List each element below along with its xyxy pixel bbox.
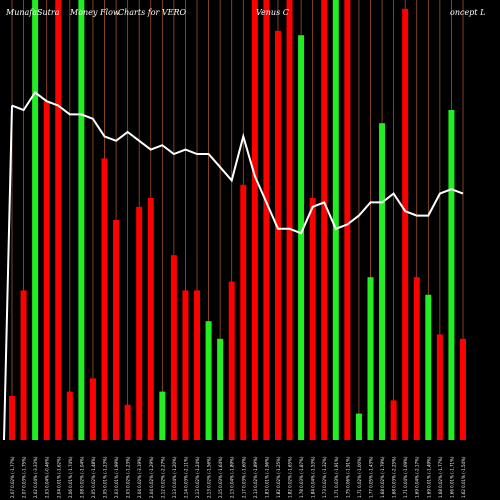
x-tick-label: 2.03 0.04% (-0.46%) <box>45 456 50 498</box>
bar <box>425 294 432 440</box>
x-tick-label: 1.82 0.02% (-1.65%) <box>288 456 293 498</box>
x-tick-label: 2.04 0.02% (-3.19%) <box>137 456 142 498</box>
title-part-1: MunafaSutra <box>6 8 60 17</box>
x-tick-label: 2.07 0.02% (-1.77%) <box>10 456 15 498</box>
bar <box>355 413 362 440</box>
bar <box>89 378 96 440</box>
x-tick-label: 1.68 0.02% (-1.77%) <box>438 456 443 498</box>
x-tick-label: 2.04 0.01% (-1.62%) <box>56 456 61 498</box>
bar <box>20 290 27 440</box>
bar <box>263 0 270 440</box>
title-part-3: Charts for VERO <box>118 8 187 17</box>
bar <box>32 0 39 440</box>
bar <box>55 0 62 440</box>
x-tick-label: 2.08 0.02% (-1.04%) <box>79 456 84 498</box>
x-tick-label: 2.15 0.03% (-1.64%) <box>218 456 223 498</box>
x-tick-label: 1.68 0.03% (-2.25%) <box>392 456 397 498</box>
bar <box>298 35 305 440</box>
bar <box>367 277 374 440</box>
bar <box>286 0 293 440</box>
x-tick-label: 1.77 0.05% (-1.43%) <box>368 456 373 498</box>
bar <box>436 334 443 440</box>
bar <box>274 30 281 441</box>
bar <box>66 391 73 440</box>
price-line-start <box>3 105 13 441</box>
x-tick-label: 2.14 0.03% (-2.11%) <box>183 456 188 498</box>
x-tick-label: 2.13 0.04% (-1.20%) <box>172 456 177 498</box>
x-tick-label: 1.62 0.01% (-1.54%) <box>461 456 466 498</box>
bar <box>321 0 328 440</box>
bar <box>448 110 455 440</box>
x-tick-label: 1.75 0.06% (-1.91%) <box>345 456 350 498</box>
bar <box>390 400 397 440</box>
x-tick-label: 2.07 0.03% (-1.75%) <box>22 456 27 498</box>
bar <box>228 281 235 440</box>
bar <box>344 0 351 440</box>
bar <box>113 220 120 440</box>
x-tick-label: 1.69 0.01% (-1.49%) <box>426 456 431 498</box>
x-tick-label: 2.17 0.03% (-1.60%) <box>241 456 246 498</box>
bar <box>251 0 258 440</box>
x-tick-label: 2.13 0.02% (-1.56%) <box>207 456 212 498</box>
x-tick-label: 2.05 0.02% (-1.48%) <box>91 456 96 498</box>
x-tick-label: 1.78 0.03% (-1.87%) <box>299 456 304 498</box>
x-tick-label: 2.04 0.02% (-1.29%) <box>149 456 154 498</box>
bar <box>379 123 386 440</box>
x-tick-label: 2.03 0.02% (-1.23%) <box>126 456 131 498</box>
x-tick-label: 2.13 0.02% (-1.24%) <box>195 456 200 498</box>
bar <box>205 321 212 440</box>
x-tick-labels: 2.07 0.02% (-1.77%) 2.07 0.03% (-1.75%) 2.… <box>10 456 466 498</box>
x-tick-label: 1.71 0.04% (-1.09%) <box>403 456 408 498</box>
bar <box>194 290 201 440</box>
x-tick-label: 2.13 0.02% (-1.89%) <box>253 456 258 498</box>
title-part-5: oncept L <box>450 8 486 17</box>
bar <box>460 338 466 440</box>
x-tick-label: 1.73 0.02% (-1.32%) <box>322 456 327 498</box>
bar <box>124 404 131 440</box>
bar <box>136 206 143 440</box>
x-tick-label: 1.66 0.01% (-1.71%) <box>449 456 454 498</box>
bar <box>332 0 339 440</box>
bars <box>9 0 466 441</box>
bar <box>309 198 316 440</box>
bar <box>413 277 420 440</box>
x-tick-label: 2.02 0.04% (-3.33%) <box>33 456 38 498</box>
x-tick-label: 1.71 0.02% (-1.00%) <box>357 456 362 498</box>
x-tick-label: 1.83 0.01% (-1.96%) <box>264 456 269 498</box>
bar <box>147 198 154 440</box>
x-tick-label: 2.06 0.01% (-1.74%) <box>68 456 73 498</box>
bar <box>170 255 177 440</box>
bar <box>240 184 247 440</box>
x-tick-label: 1.69 0.04% (-2.17%) <box>415 456 420 498</box>
title-part-2: Money Flow <box>70 8 120 17</box>
x-tick-label: 1.68 0.02% (-1.79%) <box>380 456 385 498</box>
bar <box>402 8 409 441</box>
price-line <box>3 90 464 441</box>
title-part-4: Venus C <box>256 8 289 17</box>
x-tick-label: 2.03 0.01% (-1.99%) <box>114 456 119 498</box>
price-line-path <box>11 90 464 235</box>
x-tick-label: 2.12 0.02% (-2.27%) <box>160 456 165 498</box>
bar <box>101 158 108 440</box>
x-tick-label: 1.84 0.04% (-1.53%) <box>311 456 316 498</box>
bar <box>43 101 50 440</box>
bar <box>9 396 15 440</box>
bar <box>159 391 166 440</box>
x-tick-label: 2.13 0.04% (-1.89%) <box>230 456 235 498</box>
x-tick-label: 1.82 0.02% (-1.25%) <box>276 456 281 498</box>
bar <box>78 0 85 440</box>
x-tick-label: 1.71 0.03% (-1.91%) <box>334 456 339 498</box>
bar <box>182 290 189 440</box>
bar <box>217 338 224 440</box>
x-tick-label: 2.05 0.01% (-1.23%) <box>103 456 108 498</box>
